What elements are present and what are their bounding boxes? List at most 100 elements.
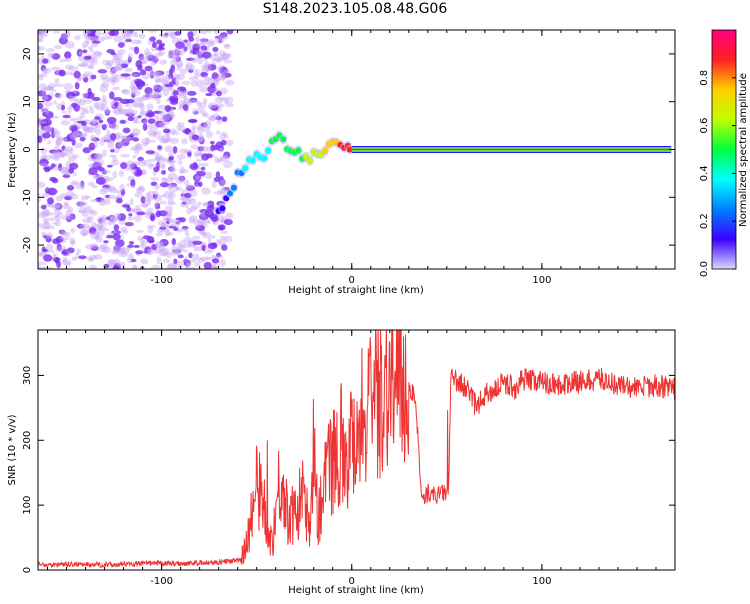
noise-speck bbox=[163, 190, 173, 199]
noise-speck bbox=[174, 31, 182, 36]
noise-speck bbox=[76, 116, 84, 120]
noise-speck bbox=[124, 222, 134, 227]
noise-speck bbox=[76, 248, 82, 254]
noise-speck bbox=[87, 46, 93, 50]
noise-speck bbox=[132, 161, 140, 165]
noise-speck bbox=[138, 33, 146, 40]
noise-speck bbox=[169, 182, 177, 188]
noise-speck bbox=[88, 227, 97, 235]
noise-speck bbox=[42, 67, 48, 75]
noise-speck bbox=[220, 155, 229, 160]
noise-speck bbox=[137, 159, 146, 167]
noise-speck bbox=[142, 123, 148, 131]
noise-speck bbox=[110, 122, 119, 130]
noise-speck bbox=[166, 88, 176, 92]
noise-speck bbox=[177, 122, 185, 128]
noise-speck bbox=[118, 253, 129, 258]
noise-speck bbox=[224, 133, 229, 139]
noise-speck bbox=[110, 66, 117, 74]
noise-speck bbox=[218, 38, 223, 43]
noise-speck bbox=[124, 167, 132, 172]
noise-speck bbox=[148, 91, 158, 98]
noise-speck bbox=[137, 39, 142, 44]
noise-speck bbox=[134, 46, 140, 55]
noise-speck bbox=[121, 108, 130, 115]
noise-speck bbox=[122, 136, 133, 141]
noise-speck bbox=[161, 222, 166, 228]
noise-speck bbox=[41, 154, 47, 159]
noise-speck bbox=[197, 146, 204, 152]
noise-speck bbox=[154, 156, 163, 162]
noise-speck bbox=[158, 121, 167, 129]
noise-speck bbox=[211, 180, 217, 189]
noise-speck bbox=[166, 30, 172, 37]
noise-speck bbox=[145, 192, 152, 199]
noise-speck bbox=[178, 104, 183, 111]
noise-speck bbox=[148, 93, 154, 100]
noise-speck bbox=[133, 215, 142, 223]
noise-speck bbox=[47, 187, 58, 196]
noise-speck bbox=[133, 102, 142, 108]
noise-speck bbox=[82, 44, 88, 49]
noise-speck bbox=[99, 138, 105, 146]
noise-speck bbox=[146, 103, 154, 111]
noise-speck bbox=[55, 93, 61, 98]
noise-speck bbox=[38, 46, 46, 51]
noise-speck bbox=[154, 70, 165, 76]
noise-speck bbox=[55, 246, 63, 252]
noise-speck bbox=[165, 98, 171, 103]
noise-speck bbox=[178, 92, 187, 99]
noise-speck bbox=[84, 127, 93, 133]
noise-speck bbox=[70, 239, 75, 245]
noise-speck bbox=[113, 224, 120, 231]
noise-speck bbox=[205, 153, 213, 159]
noise-speck bbox=[51, 66, 61, 72]
noise-speck bbox=[108, 194, 116, 200]
noise-speck bbox=[207, 64, 217, 71]
noise-speck bbox=[168, 156, 175, 161]
noise-speck bbox=[137, 102, 144, 109]
noise-speck bbox=[203, 120, 212, 129]
noise-speck bbox=[161, 177, 168, 182]
noise-speck bbox=[199, 48, 205, 56]
noise-speck bbox=[204, 218, 211, 224]
noise-speck bbox=[168, 81, 176, 85]
noise-speck bbox=[104, 109, 111, 116]
noise-speck bbox=[192, 43, 201, 51]
noise-speck bbox=[174, 49, 181, 56]
noise-speck bbox=[39, 74, 48, 78]
noise-speck bbox=[184, 42, 191, 47]
noise-speck bbox=[93, 102, 103, 108]
noise-speck bbox=[152, 110, 163, 115]
noise-speck bbox=[83, 107, 88, 113]
noise-speck bbox=[65, 169, 70, 177]
noise-speck bbox=[223, 151, 231, 159]
noise-speck bbox=[74, 142, 83, 149]
noise-speck bbox=[210, 82, 216, 89]
noise-speck bbox=[204, 209, 214, 217]
noise-speck bbox=[131, 92, 136, 99]
noise-speck bbox=[185, 64, 190, 72]
noise-speck bbox=[131, 101, 139, 108]
noise-speck bbox=[153, 123, 159, 132]
noise-speck bbox=[123, 30, 131, 37]
noise-speck bbox=[82, 218, 90, 223]
noise-speck bbox=[57, 211, 63, 217]
noise-speck bbox=[81, 232, 87, 237]
noise-speck bbox=[117, 213, 127, 221]
noise-speck bbox=[214, 77, 223, 81]
noise-speck bbox=[91, 137, 96, 142]
noise-speck bbox=[151, 243, 158, 251]
noise-speck bbox=[92, 174, 98, 180]
noise-speck bbox=[146, 197, 152, 206]
noise-speck bbox=[111, 159, 120, 166]
noise-speck bbox=[97, 69, 108, 74]
noise-speck bbox=[153, 84, 163, 93]
noise-speck bbox=[111, 249, 119, 255]
noise-speck bbox=[199, 86, 208, 90]
noise-speck bbox=[45, 125, 51, 134]
noise-speck bbox=[164, 205, 174, 212]
noise-speck bbox=[70, 133, 77, 141]
noise-speck bbox=[45, 48, 56, 52]
noise-speck bbox=[200, 45, 208, 51]
